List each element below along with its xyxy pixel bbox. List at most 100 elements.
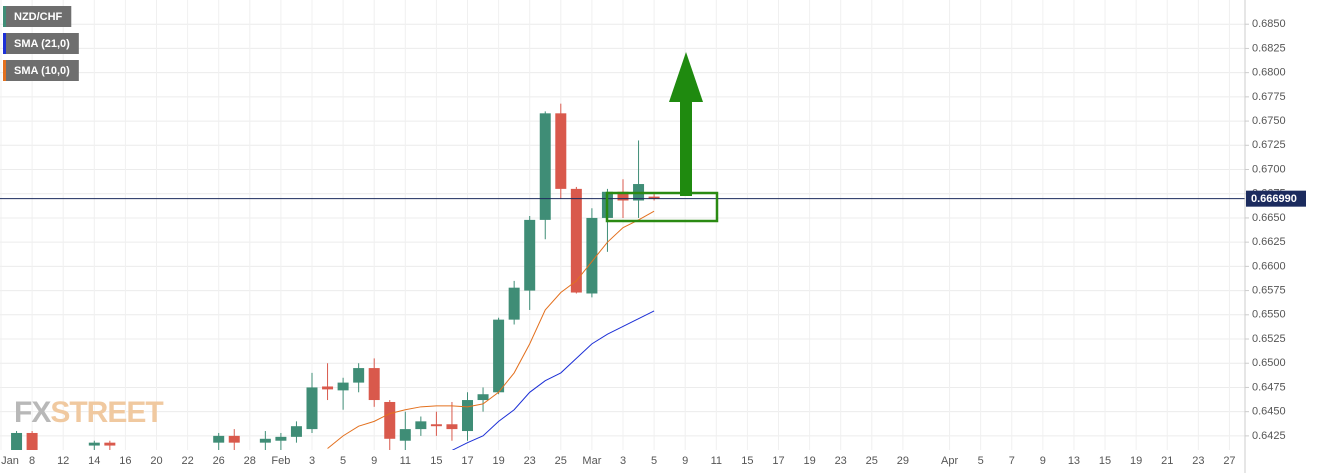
- candle-body: [648, 196, 660, 199]
- candle-body: [555, 113, 567, 189]
- y-tick-label: 0.6450: [1252, 406, 1286, 418]
- y-tick-label: 0.6725: [1252, 139, 1286, 151]
- x-tick-label: 9: [1040, 455, 1046, 467]
- candle-body: [213, 435, 225, 443]
- x-tick-label: 23: [524, 455, 536, 467]
- candle-body: [384, 401, 396, 439]
- x-tick-label: 11: [400, 455, 411, 467]
- x-tick-label: 17: [772, 455, 784, 467]
- candle-body: [259, 438, 271, 443]
- x-tick-label: 16: [119, 455, 131, 467]
- x-tick-label: Apr: [941, 455, 958, 467]
- legend-label: SMA (21,0): [14, 38, 70, 50]
- x-tick-label: 28: [244, 455, 256, 467]
- watermark-fx: FX: [14, 396, 51, 429]
- x-tick-label: 19: [492, 455, 504, 467]
- candle-body: [275, 436, 287, 441]
- candle-body: [290, 426, 302, 437]
- x-tick-label: Feb: [271, 455, 290, 467]
- x-tick-label: 12: [57, 455, 69, 467]
- x-tick-label: 9: [682, 455, 688, 467]
- sma-line: [451, 310, 655, 450]
- x-tick-label: 19: [803, 455, 815, 467]
- axes: 0.6425 0.6450 0.6475 0.6500 0.6525 0.6550 0.65…: [1, 18, 1306, 467]
- legend-swatch: [3, 60, 6, 81]
- candle-body: [477, 394, 489, 401]
- candle-body: [322, 386, 334, 390]
- last-price-label: 0.666990: [1251, 193, 1297, 205]
- candle-body: [88, 442, 100, 446]
- candle-body: [508, 287, 520, 320]
- arrow-shaft: [680, 100, 692, 196]
- legend-box: [3, 6, 72, 27]
- sma-line: [327, 210, 655, 449]
- y-tick-label: 0.6475: [1252, 381, 1286, 393]
- x-tick-label: 8: [29, 455, 35, 467]
- y-tick-label: 0.6500: [1252, 357, 1286, 369]
- candle-body: [524, 219, 536, 291]
- x-tick-label: 17: [461, 455, 473, 467]
- x-tick-label: 29: [897, 455, 909, 467]
- watermark: FXSTREET: [14, 396, 163, 429]
- y-tick-label: 0.6775: [1252, 91, 1286, 103]
- y-tick-label: 0.6550: [1252, 309, 1286, 321]
- x-tick-label: 5: [340, 455, 346, 467]
- x-tick-label: 23: [835, 455, 847, 467]
- annotation-box: [605, 191, 719, 223]
- x-tick-label: 23: [1192, 455, 1204, 467]
- x-tick-label: 25: [555, 455, 567, 467]
- candle-body: [570, 188, 582, 293]
- y-tick-label: 0.6625: [1252, 236, 1286, 248]
- y-tick-label: 0.6650: [1252, 212, 1286, 224]
- x-tick-label: 20: [150, 455, 162, 467]
- x-tick-label: 9: [371, 455, 377, 467]
- candle-body: [430, 424, 442, 427]
- x-tick-label: 19: [1130, 455, 1142, 467]
- x-tick-label: Jan: [1, 455, 19, 467]
- x-tick-label: 7: [1009, 455, 1015, 467]
- candle-body: [228, 435, 240, 443]
- candle-body: [493, 319, 505, 393]
- x-tick-label: Mar: [582, 455, 601, 467]
- x-tick-label: 22: [181, 455, 193, 467]
- y-tick-label: 0.6825: [1252, 42, 1286, 54]
- x-tick-label: 5: [978, 455, 984, 467]
- candle-body: [399, 429, 411, 441]
- legend-box: [3, 33, 79, 54]
- candle-body: [586, 217, 598, 294]
- x-tick-label: 3: [309, 455, 315, 467]
- x-tick-label: 15: [741, 455, 753, 467]
- annotation: [605, 52, 719, 223]
- x-tick-label: 25: [866, 455, 878, 467]
- x-tick-label: 26: [213, 455, 225, 467]
- candle-body: [617, 191, 629, 201]
- x-tick-label: 14: [88, 455, 100, 467]
- candle-body: [539, 113, 551, 220]
- candle-body: [26, 432, 38, 450]
- legend-box: [3, 60, 79, 81]
- x-tick-label: 13: [1068, 455, 1080, 467]
- y-tick-label: 0.6850: [1252, 18, 1286, 30]
- last-price-tag: [1246, 190, 1306, 207]
- x-tick-label: 5: [651, 455, 657, 467]
- x-tick-label: 11: [711, 455, 722, 467]
- y-tick-label: 0.6800: [1252, 67, 1286, 79]
- candle-body: [462, 400, 473, 432]
- y-tick-label: 0.6575: [1252, 284, 1286, 296]
- y-tick-label: 0.6525: [1252, 333, 1286, 345]
- candle-body: [104, 442, 116, 446]
- candle-body: [353, 368, 365, 383]
- candle-body: [306, 387, 318, 430]
- candle-body: [415, 421, 427, 430]
- candle-body: [446, 424, 458, 430]
- x-tick-label: 15: [1099, 455, 1111, 467]
- plot: [0, 103, 1245, 450]
- legend-label: NZD/CHF: [14, 11, 63, 23]
- y-tick-label: 0.6750: [1252, 115, 1286, 127]
- candle-body: [337, 382, 349, 391]
- arrow-head: [669, 52, 703, 102]
- x-tick-label: 15: [430, 455, 442, 467]
- grid: [0, 0, 1245, 450]
